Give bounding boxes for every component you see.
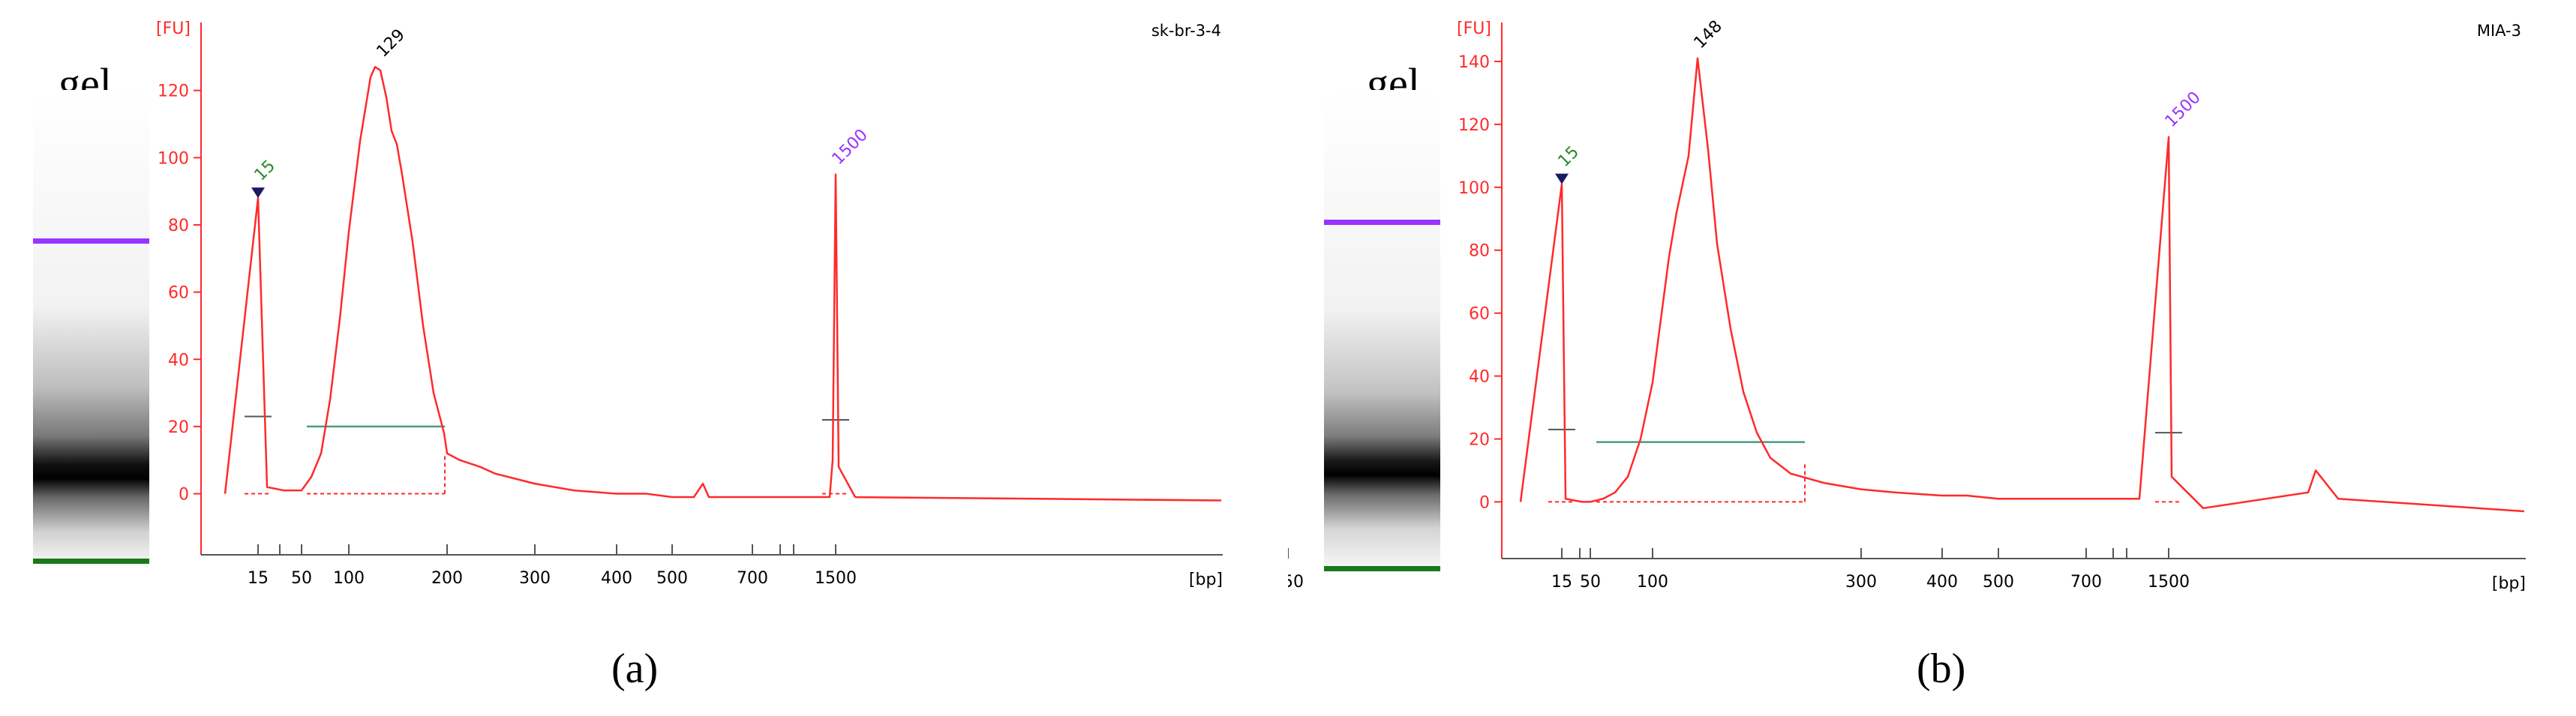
gel-marker-lower [33, 559, 149, 564]
peak-marker-icon [1555, 173, 1569, 184]
chart-title: MIA-3 [2477, 22, 2521, 40]
x-tick-label: 500 [656, 569, 688, 588]
x-tick-label: 400 [1926, 573, 1958, 592]
y-unit-label: [FU] [1457, 19, 1491, 38]
y-tick-label: 0 [1479, 493, 1490, 512]
x-tick-label: 1500 [815, 569, 857, 588]
gel-marker-upper [1324, 220, 1440, 225]
x-tick-label: 300 [1845, 573, 1877, 592]
x-tick-label: 15 [248, 569, 269, 588]
y-unit-label: [FU] [156, 19, 191, 38]
peak-label: 1500 [829, 126, 872, 169]
x-tick-label: 700 [2070, 573, 2102, 592]
peak-label: 148 [1691, 17, 1726, 52]
x-tick-label: 15 [1551, 573, 1572, 592]
y-tick-label: 40 [1469, 368, 1490, 387]
y-tick-label: 20 [1469, 430, 1490, 449]
x-unit-label: [bp] [1189, 571, 1223, 589]
gel-lane [33, 90, 149, 570]
y-tick-label: 40 [168, 351, 189, 370]
x-tick-label: 400 [601, 569, 632, 588]
x-tick-label: 500 [1983, 573, 2014, 592]
electropherogram-b: [FU] MIA-3 [bp] 0 20 40 60 80 100 120 140 15 50 100 15… [1288, 17, 2526, 593]
x-tick-label: 50 [291, 569, 312, 588]
x-tick-label: 100 [1637, 573, 1668, 592]
y-tick-label: 80 [1469, 242, 1490, 261]
y-tick-label: 100 [1458, 179, 1490, 198]
caption-b: (b) [1917, 646, 1966, 692]
x-tick-label: 150 [1288, 573, 1304, 592]
gel-marker-upper [33, 238, 149, 244]
y-tick-label: 80 [168, 217, 189, 235]
y-tick-label: 120 [158, 82, 189, 101]
x-tick-label: 50 [1580, 573, 1601, 592]
gel-lane [1324, 90, 1440, 577]
chart-title: sk-br-3-4 [1151, 22, 1221, 40]
x-tick-label: 700 [737, 569, 768, 588]
peak-label: 15 [1555, 142, 1583, 170]
x-tick-label: 300 [519, 569, 551, 588]
x-unit-label: [bp] [2492, 574, 2526, 593]
peak-marker-icon [251, 187, 265, 199]
peak-label: 15 [251, 157, 279, 184]
gel-smear [33, 90, 149, 570]
y-tick-label: 60 [168, 284, 189, 303]
x-tick-label: 200 [431, 569, 463, 588]
fluorescence-trace [1519, 57, 2525, 513]
gel-marker-lower [1324, 566, 1440, 571]
y-tick-label: 60 [1469, 305, 1490, 324]
caption-a: (a) [611, 646, 659, 692]
x-tick-label: 100 [333, 569, 365, 588]
electropherogram-a: [FU] sk-br-3-4 [bp] 0 20 40 60 80 100 120 15 50 100 2… [156, 19, 1223, 589]
electropherogram-panel-b: gel [FU] MIA-3 [bp] 0 20 40 60 80 100 120 140 15 50 1… [1288, 0, 2576, 716]
fluorescence-trace [224, 66, 1222, 502]
y-tick-label: 100 [158, 149, 189, 168]
y-tick-label: 140 [1458, 53, 1490, 72]
gel-smear [1324, 90, 1440, 577]
x-tick-label: 1500 [2148, 573, 2190, 592]
peak-label: 129 [374, 25, 409, 61]
y-tick-label: 0 [179, 486, 189, 505]
electropherogram-panel-a: gel [FU] sk-br-3-4 [bp] 0 20 40 60 80 100 120 15 50… [33, 19, 1223, 692]
y-tick-label: 20 [168, 418, 189, 437]
peak-label: 1500 [2162, 88, 2205, 131]
y-tick-label: 120 [1458, 116, 1490, 135]
